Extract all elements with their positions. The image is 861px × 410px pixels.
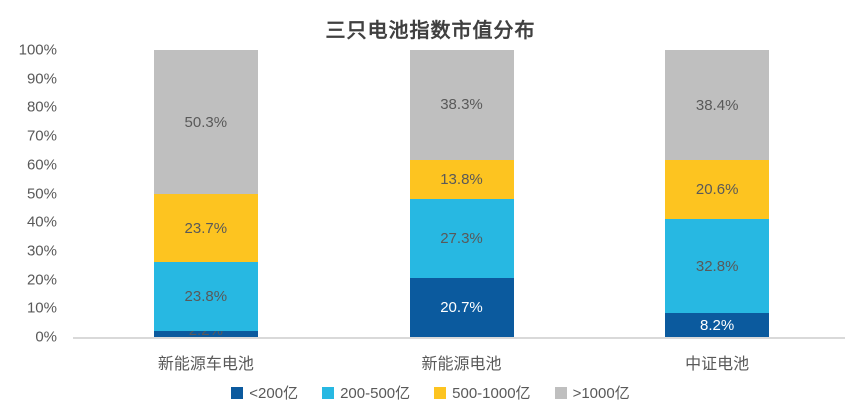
y-axis-tick-label: 100% (18, 41, 57, 59)
legend-swatch (554, 386, 567, 399)
y-axis-tick-label: 40% (26, 213, 57, 231)
y-axis-tick-label: 50% (26, 185, 57, 202)
x-axis: 新能源车电池 新能源电池 中证电池 (78, 350, 845, 373)
data-label: 27.3% (440, 230, 483, 248)
data-label: 32.8% (695, 257, 739, 275)
data-label: 38.3% (440, 96, 483, 114)
legend-item: <200亿 (231, 382, 298, 403)
y-axis-tick-label: 60% (26, 156, 57, 174)
data-label: 38.4% (695, 96, 739, 114)
legend-label: 500-1000亿 (452, 385, 531, 402)
y-axis-tick-label: 10% (26, 299, 57, 317)
bar-segment: 38.3% (409, 50, 514, 160)
x-axis-category-label: 新能源电池 (421, 356, 502, 373)
y-axis: 100% 90% 80% 70% 60% 50% 40% 30% 20% 10% 0% (0, 42, 57, 346)
y-axis-tick-label: 30% (26, 242, 57, 260)
legend-label: 200-500亿 (340, 385, 411, 402)
data-label: 23.7% (184, 219, 228, 237)
data-label: 50.3% (184, 113, 228, 131)
data-label: 8.2% (700, 316, 735, 334)
bar-segment: 20.7% (409, 277, 514, 337)
bar-segment: 23.8% (153, 262, 258, 331)
data-label: 13.8% (440, 171, 483, 189)
bar-segment: 27.3% (409, 199, 514, 278)
legend: <200亿 200-500亿 500-1000亿 >1000亿 (0, 382, 861, 403)
legend-item: 200-500亿 (322, 382, 410, 403)
bar-2: 8.2% 32.8% 20.6% 38.4% (665, 50, 770, 337)
legend-swatch (322, 386, 335, 399)
y-axis-tick-label: 90% (26, 70, 57, 88)
x-axis-category-label: 新能源车电池 (157, 356, 254, 373)
x-axis-category-label: 中证电池 (685, 356, 750, 373)
bar-0: 2.2%23.8%23.7%50.3% (153, 50, 258, 339)
data-label: 23.8% (184, 288, 228, 306)
bar-1: 20.7% 27.3% 13.8% 38.3% (409, 50, 514, 337)
legend-label: >1000亿 (572, 385, 630, 402)
y-axis-tick-label: 20% (26, 271, 57, 289)
bar-segment: 20.6% (665, 160, 770, 220)
legend-item: 500-1000亿 (434, 382, 531, 403)
legend-item: >1000亿 (554, 382, 630, 403)
data-label: 20.6% (695, 181, 739, 199)
legend-label: <200亿 (249, 385, 299, 402)
bar-segment: 8.2% (665, 313, 770, 337)
chart-title: 三只电池指数市值分布 (325, 20, 536, 42)
y-axis-tick-label: 0% (35, 328, 57, 346)
bar-segment: 32.8% (665, 219, 770, 314)
x-axis-line (73, 337, 845, 339)
bar-segment: 38.4% (665, 50, 770, 161)
bar-segment: 23.7% (153, 194, 258, 263)
plot-area: 2.2%23.8%23.7%50.3%20.7%27.3%13.8%38.3%8… (78, 50, 845, 339)
legend-swatch (434, 386, 447, 399)
y-axis-tick-label: 70% (26, 127, 57, 145)
bar-segment: 13.8% (409, 159, 514, 200)
y-axis-tick-label: 80% (26, 98, 57, 116)
bar-segment: 50.3% (153, 50, 258, 195)
legend-swatch (231, 386, 244, 399)
data-label: 20.7% (440, 298, 483, 316)
